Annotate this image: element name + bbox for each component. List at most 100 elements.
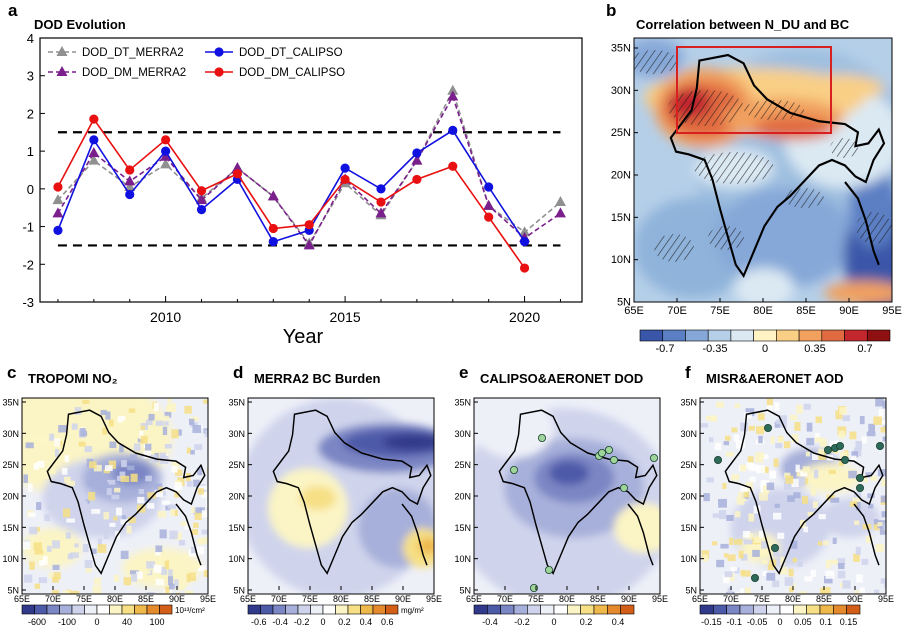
lat-tick-label: 25N bbox=[680, 460, 697, 470]
colorbar-tick-label: 0 bbox=[762, 343, 768, 355]
map-d bbox=[248, 398, 434, 594]
data-point bbox=[519, 237, 530, 247]
lon-tick-label: 85E bbox=[590, 594, 606, 604]
legend-marker bbox=[214, 67, 224, 77]
lat-tick-label: 5N bbox=[617, 297, 631, 309]
colorbar-cell bbox=[285, 604, 299, 615]
x-axis-label: Year bbox=[283, 326, 324, 348]
panel-d-letter: d bbox=[233, 363, 243, 382]
colorbar-tick-label: -0.7 bbox=[656, 343, 675, 355]
colorbar-tick-label: 0.05 bbox=[794, 617, 812, 627]
series-line bbox=[57, 129, 526, 243]
data-point bbox=[376, 197, 386, 207]
lon-tick-label: 65E bbox=[692, 594, 708, 604]
lon-tick-label: 95E bbox=[882, 305, 902, 317]
data-point bbox=[125, 189, 135, 200]
x-tick-label: 2020 bbox=[509, 309, 540, 325]
lat-tick-label: 20N bbox=[680, 492, 697, 502]
panel-e-title: CALIPSO&AERONET DOD bbox=[480, 371, 643, 386]
aeronet-station bbox=[650, 453, 659, 462]
lon-tick-label: 65E bbox=[624, 305, 644, 317]
lon-tick-label: 70E bbox=[271, 594, 287, 604]
data-point bbox=[448, 125, 458, 135]
colorbar-cell bbox=[247, 604, 261, 615]
lon-tick-label: 80E bbox=[753, 305, 773, 317]
data-point bbox=[411, 154, 423, 165]
lat-tick-label: 25N bbox=[611, 127, 631, 139]
colorbar-cell bbox=[846, 604, 861, 615]
colorbar-cell bbox=[819, 604, 834, 615]
lat-tick-label: 30N bbox=[228, 429, 245, 439]
colorbar-tick-label: -0.15 bbox=[701, 617, 722, 627]
lat-tick-label: 10N bbox=[680, 554, 697, 564]
data-point bbox=[196, 194, 208, 205]
colorbar-tick-label: 0.1 bbox=[819, 617, 832, 627]
panel-c: c TROPOMI NO₂ 65E 70E 75E 80E 85E 90E 95E 35N 30N 2… bbox=[2, 363, 216, 627]
lat-tick-label: 30N bbox=[2, 429, 19, 439]
y-tick-label: 1 bbox=[27, 144, 34, 159]
lat-tick-label: 15N bbox=[680, 523, 697, 533]
lat-tick-label: 20N bbox=[2, 492, 19, 502]
colorbar-cell bbox=[96, 604, 110, 615]
y-tick-label: 4 bbox=[27, 31, 34, 46]
y-tick-label: -1 bbox=[22, 220, 34, 235]
colorbar-tick-label: 0.2 bbox=[580, 617, 593, 627]
data-point bbox=[304, 220, 314, 230]
data-point bbox=[196, 186, 207, 196]
data-point bbox=[519, 226, 531, 237]
lat-tick-label: 15N bbox=[228, 523, 245, 533]
colorbar-cell bbox=[513, 604, 528, 615]
panel-f-title: MISR&AERONET AOD bbox=[706, 371, 843, 386]
colorbar-cell bbox=[372, 604, 386, 615]
y-tick-label: -2 bbox=[22, 257, 34, 272]
lon-tick-label: 90E bbox=[621, 594, 637, 604]
colorbar-tick-label: -0.05 bbox=[747, 617, 768, 627]
colorbar-cell bbox=[385, 604, 399, 615]
colorbar-cell bbox=[159, 604, 173, 615]
panel-b-letter: b bbox=[606, 1, 616, 20]
lon-tick-label: 95E bbox=[426, 594, 442, 604]
colorbar-cell bbox=[297, 604, 311, 615]
colorbar-tick-label: 0.6 bbox=[381, 617, 394, 627]
colorbar-cell bbox=[753, 329, 777, 342]
colorbar-cell bbox=[766, 604, 781, 615]
colorbar-cell bbox=[84, 604, 98, 615]
lon-tick-label: 75E bbox=[302, 594, 318, 604]
y-tick-label: 2 bbox=[27, 106, 34, 121]
lon-tick-label: 85E bbox=[796, 305, 816, 317]
colorbar-cell bbox=[335, 604, 349, 615]
lower-panels: c TROPOMI NO₂ 65E 70E 75E 80E 85E 90E 95E 35N 30N 2… bbox=[2, 363, 894, 627]
colorbar-cell bbox=[553, 604, 568, 615]
colorbar-cell bbox=[639, 329, 664, 342]
legend-label: DOD_DM_MERRA2 bbox=[82, 67, 186, 79]
lat-tick-label: 30N bbox=[454, 429, 471, 439]
panel-a-title: DOD Evolution bbox=[34, 17, 126, 32]
lon-tick-label: 95E bbox=[878, 594, 894, 604]
panel-c-letter: c bbox=[7, 363, 16, 382]
colorbar-cell bbox=[866, 329, 891, 342]
legend-marker bbox=[214, 47, 224, 57]
colorbar-cell bbox=[662, 329, 686, 342]
colorbar-tick-label: -0.35 bbox=[702, 343, 727, 355]
data-point bbox=[161, 146, 171, 156]
data-point bbox=[124, 180, 136, 191]
colorbar-tick-label: 0 bbox=[94, 617, 99, 627]
lat-tick-label: 5N bbox=[233, 586, 245, 596]
colorbar-cell bbox=[540, 604, 555, 615]
lat-tick-label: 20N bbox=[454, 492, 471, 502]
colorbar-cell bbox=[793, 604, 807, 615]
lat-tick-label: 10N bbox=[2, 554, 19, 564]
legend-label: DOD_DT_MERRA2 bbox=[82, 47, 184, 59]
aeronet-station bbox=[856, 473, 865, 482]
lon-tick-label: 95E bbox=[652, 594, 668, 604]
lat-tick-label: 35N bbox=[2, 398, 19, 408]
lat-tick-label: 15N bbox=[2, 523, 19, 533]
data-point bbox=[268, 237, 278, 247]
x-tick-label: 2015 bbox=[330, 309, 361, 325]
map-b bbox=[633, 37, 893, 303]
study-region-box bbox=[676, 46, 832, 134]
colorbar-cell bbox=[34, 604, 48, 615]
aeronet-station bbox=[841, 455, 850, 464]
colorbar-tick-label: 100 bbox=[149, 617, 164, 627]
data-point bbox=[484, 212, 494, 222]
